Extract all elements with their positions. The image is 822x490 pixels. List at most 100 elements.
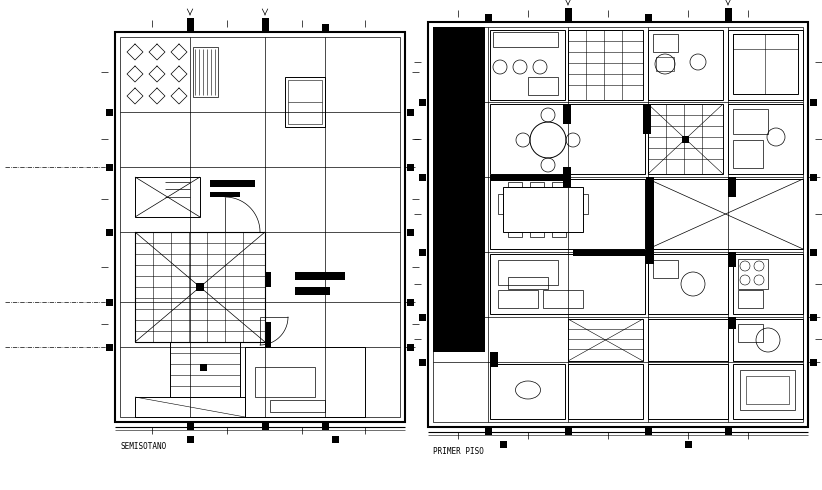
Bar bbox=[810, 99, 817, 106]
Bar bbox=[498, 194, 503, 214]
Bar bbox=[738, 290, 763, 308]
Bar bbox=[583, 194, 588, 214]
Bar bbox=[733, 140, 763, 168]
Bar bbox=[285, 77, 325, 127]
Bar bbox=[565, 428, 572, 435]
Bar bbox=[530, 232, 544, 237]
Bar bbox=[648, 364, 728, 419]
Bar bbox=[552, 232, 566, 237]
Bar bbox=[428, 22, 808, 427]
Bar bbox=[508, 182, 522, 187]
Bar bbox=[196, 283, 204, 291]
Bar bbox=[407, 299, 414, 306]
Bar bbox=[810, 174, 817, 181]
Bar bbox=[568, 364, 643, 419]
Bar bbox=[508, 277, 548, 289]
Bar bbox=[106, 109, 113, 116]
Text: SEMISOTANO: SEMISOTANO bbox=[120, 442, 166, 451]
Bar bbox=[433, 27, 803, 422]
Bar bbox=[265, 272, 271, 287]
Bar bbox=[135, 232, 265, 342]
Bar bbox=[728, 317, 736, 329]
Bar bbox=[733, 364, 803, 419]
Bar bbox=[295, 272, 345, 280]
Bar bbox=[508, 232, 522, 237]
Bar bbox=[733, 34, 798, 49]
Bar bbox=[810, 249, 817, 256]
Bar bbox=[262, 18, 269, 25]
Bar bbox=[568, 319, 643, 361]
Bar bbox=[810, 314, 817, 321]
Bar bbox=[728, 104, 803, 174]
Bar bbox=[738, 324, 763, 342]
Bar bbox=[810, 359, 817, 366]
Bar bbox=[265, 322, 271, 347]
Bar bbox=[322, 24, 329, 31]
Bar bbox=[210, 192, 240, 197]
Text: PRIMER PISO: PRIMER PISO bbox=[433, 447, 484, 456]
Bar bbox=[433, 27, 485, 352]
Bar bbox=[419, 174, 426, 181]
Bar bbox=[648, 254, 728, 314]
Bar bbox=[106, 299, 113, 306]
Bar bbox=[725, 8, 732, 15]
Bar bbox=[648, 319, 728, 361]
Bar bbox=[648, 179, 803, 249]
Bar bbox=[245, 347, 365, 417]
Bar bbox=[490, 254, 645, 314]
Bar bbox=[490, 175, 570, 181]
Bar bbox=[193, 47, 218, 97]
Bar bbox=[407, 344, 414, 351]
Bar bbox=[728, 252, 736, 267]
Bar bbox=[419, 99, 426, 106]
Bar bbox=[120, 37, 400, 417]
Bar bbox=[490, 104, 645, 174]
Bar bbox=[407, 164, 414, 171]
Bar bbox=[210, 180, 255, 187]
Bar bbox=[646, 177, 654, 257]
Bar bbox=[187, 423, 194, 430]
Bar bbox=[725, 14, 732, 21]
Bar bbox=[106, 229, 113, 236]
Bar bbox=[738, 259, 768, 289]
Bar bbox=[490, 30, 565, 100]
Bar bbox=[490, 179, 645, 249]
Bar bbox=[733, 319, 803, 361]
Bar bbox=[270, 400, 325, 412]
Bar bbox=[407, 229, 414, 236]
Bar bbox=[568, 30, 643, 100]
Bar bbox=[503, 187, 583, 232]
Bar bbox=[656, 57, 674, 71]
Bar bbox=[563, 167, 571, 187]
Bar bbox=[728, 177, 736, 197]
Bar bbox=[646, 252, 654, 264]
Bar bbox=[733, 34, 798, 94]
Bar bbox=[135, 177, 200, 217]
Bar bbox=[645, 14, 652, 21]
Bar bbox=[733, 254, 803, 314]
Bar bbox=[170, 342, 240, 397]
Bar bbox=[106, 344, 113, 351]
Bar bbox=[200, 364, 207, 371]
Bar bbox=[643, 104, 651, 134]
Bar bbox=[262, 423, 269, 430]
Bar bbox=[407, 109, 414, 116]
Bar bbox=[565, 8, 572, 15]
Bar bbox=[490, 364, 565, 419]
Bar bbox=[573, 250, 648, 256]
Bar bbox=[135, 397, 245, 417]
Bar bbox=[493, 32, 558, 47]
Bar bbox=[746, 376, 789, 404]
Bar bbox=[498, 290, 538, 308]
Bar bbox=[725, 428, 732, 435]
Bar bbox=[187, 436, 194, 443]
Bar bbox=[500, 441, 507, 448]
Bar bbox=[645, 428, 652, 435]
Bar bbox=[653, 34, 678, 52]
Bar bbox=[288, 80, 322, 124]
Bar bbox=[485, 14, 492, 21]
Bar bbox=[255, 367, 315, 397]
Bar bbox=[498, 260, 558, 285]
Bar bbox=[419, 359, 426, 366]
Bar bbox=[648, 30, 723, 100]
